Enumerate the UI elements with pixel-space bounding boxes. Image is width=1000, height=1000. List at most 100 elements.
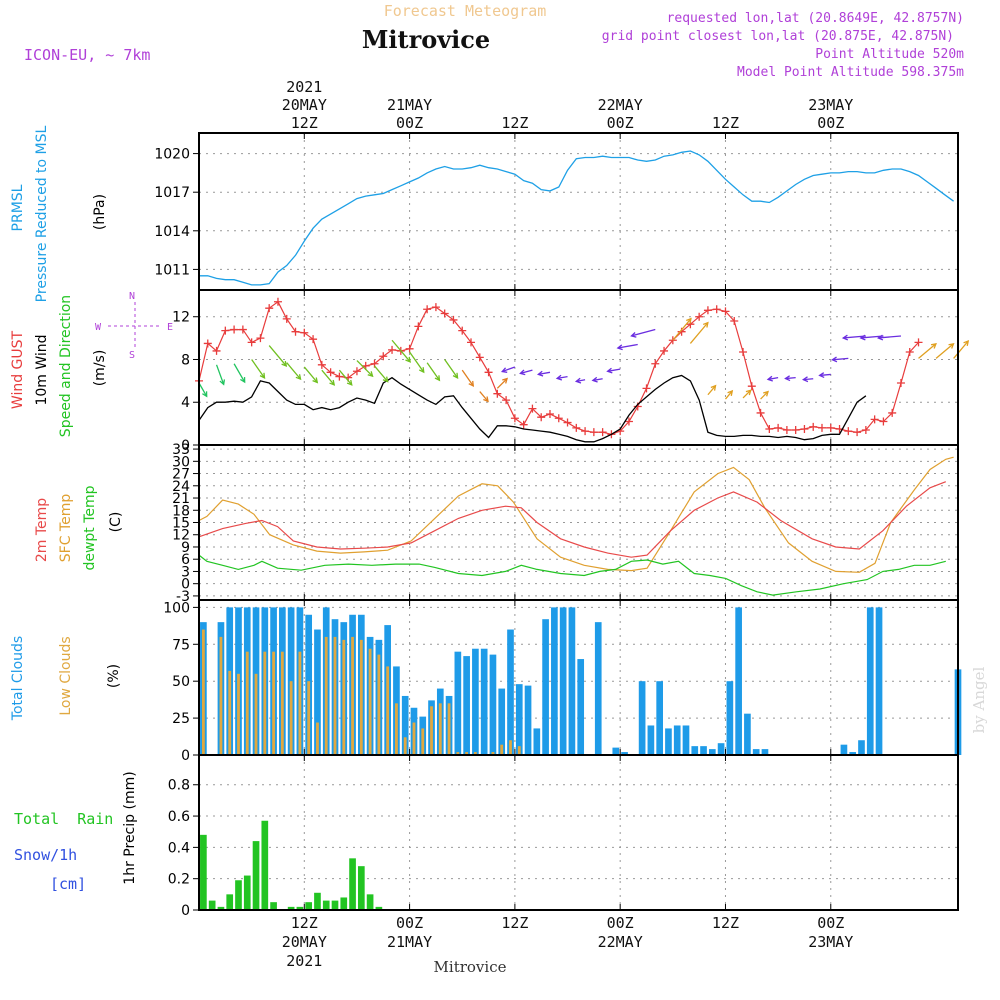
- wind-arrow-head: [536, 370, 544, 377]
- rain-bar: [340, 897, 348, 910]
- rain-bar: [200, 834, 207, 910]
- time-label-top: 22MAY: [598, 96, 643, 114]
- gust-marker: [826, 423, 835, 432]
- total-cloud-bar: [314, 629, 321, 755]
- wind-arrow: [303, 366, 318, 383]
- gust-marker: [493, 389, 502, 398]
- gust-marker: [791, 426, 800, 435]
- gust-marker: [317, 360, 326, 369]
- low-cloud-bar: [316, 722, 319, 755]
- wind-line: [198, 374, 867, 443]
- wind-arrow: [286, 362, 302, 380]
- total-cloud-bar: [875, 607, 883, 755]
- wind-arrow: [373, 365, 389, 383]
- tick-label-precip: 0.6: [168, 809, 190, 825]
- wind-arrow: [268, 345, 287, 367]
- gust-marker: [388, 345, 397, 354]
- gust-marker: [431, 303, 440, 312]
- total-cloud-bar: [665, 728, 672, 755]
- wind-arrow: [607, 368, 621, 372]
- tick-label-temp: 18: [172, 503, 190, 519]
- temp-2m-line: [198, 481, 947, 558]
- wind-arrow-head: [876, 334, 884, 341]
- low-cloud-bar: [421, 728, 425, 755]
- t2m-label: 2m Temp: [34, 498, 50, 562]
- low-cloud-bar: [377, 654, 381, 755]
- gust-marker: [747, 382, 756, 391]
- gust-marker: [502, 396, 511, 405]
- gust-marker: [282, 314, 291, 323]
- tick-label-pressure: 1020: [154, 147, 190, 163]
- total-cloud-bar: [735, 607, 742, 755]
- gust-marker: [879, 417, 888, 426]
- gust-marker: [817, 423, 826, 432]
- rain-bar: [366, 894, 374, 910]
- wind-arrow-head: [405, 356, 412, 363]
- tick-label-clouds: 100: [163, 600, 190, 616]
- panel-frames: [198, 132, 959, 911]
- total-cloud-bar: [594, 622, 602, 755]
- total-cloud-bar: [708, 749, 716, 755]
- tick-label-precip: 0: [181, 903, 190, 919]
- wind-arrow: [803, 378, 814, 381]
- tick-label-temp: 6: [181, 552, 190, 568]
- gust-marker: [291, 327, 300, 336]
- wind-arrow: [215, 364, 225, 385]
- gust-marker: [414, 322, 423, 331]
- wind-arrow: [426, 362, 440, 381]
- tick-label-temp: 15: [172, 516, 190, 532]
- tick-label-temp: 24: [172, 479, 190, 495]
- gust-marker: [423, 305, 432, 314]
- low-cloud-bar: [509, 740, 512, 755]
- wind-arrow-head: [434, 375, 441, 382]
- tick-label-temp: 9: [181, 540, 190, 556]
- total-cloud-bar: [463, 656, 470, 755]
- snow-label: Snow/1h: [14, 846, 77, 864]
- low-cloud-bar: [465, 752, 469, 755]
- clouds-unit: (%): [106, 664, 122, 688]
- wind-arrow-head: [963, 339, 970, 347]
- total-cloud-bar: [454, 651, 462, 755]
- wind-arrow-head: [281, 360, 288, 367]
- wind-arrow: [356, 360, 374, 377]
- total-cloud-bar: [551, 607, 558, 755]
- snow-unit-label: [cm]: [50, 875, 86, 893]
- gust-marker: [475, 353, 484, 362]
- low-cloud-bar: [438, 703, 442, 755]
- gust-marker: [326, 368, 335, 377]
- gust-marker: [563, 418, 572, 427]
- low-cloud-bar: [228, 670, 232, 755]
- wind-arrow-head: [312, 377, 319, 384]
- total-cloud-bar: [682, 725, 690, 755]
- low-cloud-bar: [219, 636, 223, 755]
- gust-marker: [545, 410, 554, 418]
- frame-precip: [198, 754, 959, 911]
- total-cloud-bar: [700, 746, 707, 755]
- time-label-bottom: 23MAY: [808, 933, 853, 951]
- wind-arrow-head: [801, 376, 809, 383]
- gust-marker: [230, 325, 239, 334]
- wind-arrow-head: [329, 379, 336, 386]
- total-cloud-bar: [726, 681, 734, 755]
- time-label-bottom: 00Z: [396, 914, 423, 932]
- rain-bar: [270, 902, 277, 910]
- gust-marker: [861, 426, 870, 435]
- wind-arrow-head: [382, 376, 389, 383]
- wind-direction-label: Speed and Direction: [58, 295, 74, 437]
- total-cloud-bar: [480, 648, 488, 755]
- wind-arrow-head: [948, 342, 955, 349]
- wind-arrow: [631, 328, 656, 337]
- low-cloud-bar: [298, 651, 302, 755]
- rain-bar: [261, 820, 269, 910]
- time-label-bottom: 12Z: [291, 914, 318, 932]
- low-cloud-bar: [254, 673, 258, 755]
- total-cloud-bar: [761, 749, 769, 755]
- tick-label-precip: 0.2: [168, 872, 190, 888]
- gust-marker: [712, 305, 721, 314]
- gust-marker: [238, 325, 247, 334]
- gust-marker: [554, 414, 563, 423]
- wind-arrow-head: [766, 375, 773, 382]
- wind-gust-label: Wind GUST: [10, 330, 26, 409]
- total-cloud-bar: [849, 752, 857, 755]
- time-label-top: 20MAY: [282, 96, 327, 114]
